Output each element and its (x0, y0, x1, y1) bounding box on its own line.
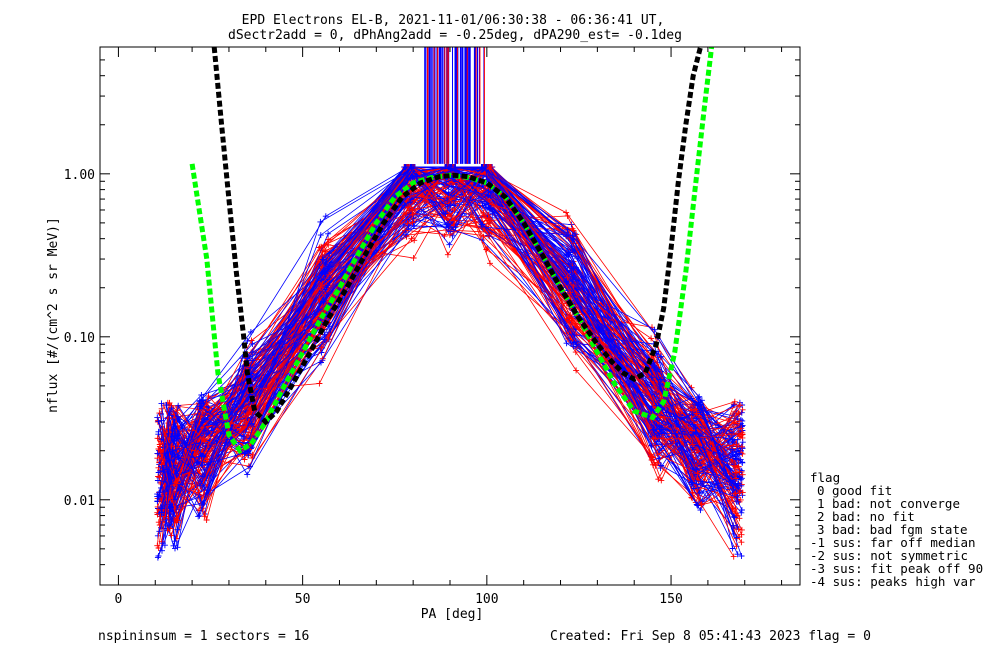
y-tick-label: 1.00 (64, 168, 95, 183)
legend: flag 0 good fit 1 bad: not converge 2 ba… (810, 470, 983, 589)
legend-item: 1 bad: not converge (817, 496, 960, 511)
peak-bars (426, 47, 485, 164)
flux-trace (164, 166, 735, 495)
fit-curves (189, 47, 715, 455)
flux-trace (162, 169, 740, 493)
x-tick-label: 50 (295, 592, 311, 607)
y-axis: 0.01 0.10 1.00 (64, 46, 800, 586)
flux-trace (165, 170, 735, 518)
y-tick-label: 0.10 (64, 331, 95, 346)
x-tick-label: 150 (659, 592, 682, 607)
flux-trace (160, 166, 742, 513)
flux-trace (161, 166, 738, 500)
legend-item: -2 sus: not symmetric (810, 548, 968, 563)
chart-subtitle: dSectr2add = 0, dPhAng2add = -0.25deg, d… (228, 28, 682, 43)
legend-item: 0 good fit (817, 483, 892, 498)
flux-trace (157, 166, 735, 518)
legend-item: -3 sus: fit peak off 90 (810, 561, 983, 576)
flux-markers (159, 164, 737, 492)
legend-item: -4 sus: peaks high var (810, 574, 976, 589)
x-tick-label: 0 (115, 592, 123, 607)
x-axis: 0 50 100 150 (115, 47, 783, 607)
x-axis-label: PA [deg] (421, 607, 484, 622)
chart-title: EPD Electrons EL-B, 2021-11-01/06:30:38 … (242, 13, 665, 28)
x-tick-label: 100 (475, 592, 498, 607)
flux-trace (163, 216, 738, 509)
y-tick-label: 0.01 (64, 494, 95, 509)
fit-curve-black (211, 47, 703, 426)
flux-traces (154, 47, 746, 561)
flux-trace (159, 166, 737, 479)
legend-title: flag (810, 470, 840, 485)
flux-trace (159, 166, 743, 486)
flux-trace (161, 172, 738, 502)
flux-trace (163, 166, 734, 477)
flux-trace (161, 166, 739, 474)
legend-item: -1 sus: far off median (810, 535, 976, 550)
flux-markers (158, 164, 741, 531)
footer-sectors: nspininsum = 1 sectors = 16 (98, 629, 309, 644)
footer-created: Created: Fri Sep 8 05:41:43 2023 flag = … (550, 629, 871, 644)
y-axis-label: nflux [#/(cm^2 s sr MeV)] (46, 217, 61, 413)
fit-curve-green (189, 47, 715, 455)
legend-item: 2 bad: no fit (817, 509, 915, 524)
legend-item: 3 bad: bad fgm state (817, 522, 968, 537)
